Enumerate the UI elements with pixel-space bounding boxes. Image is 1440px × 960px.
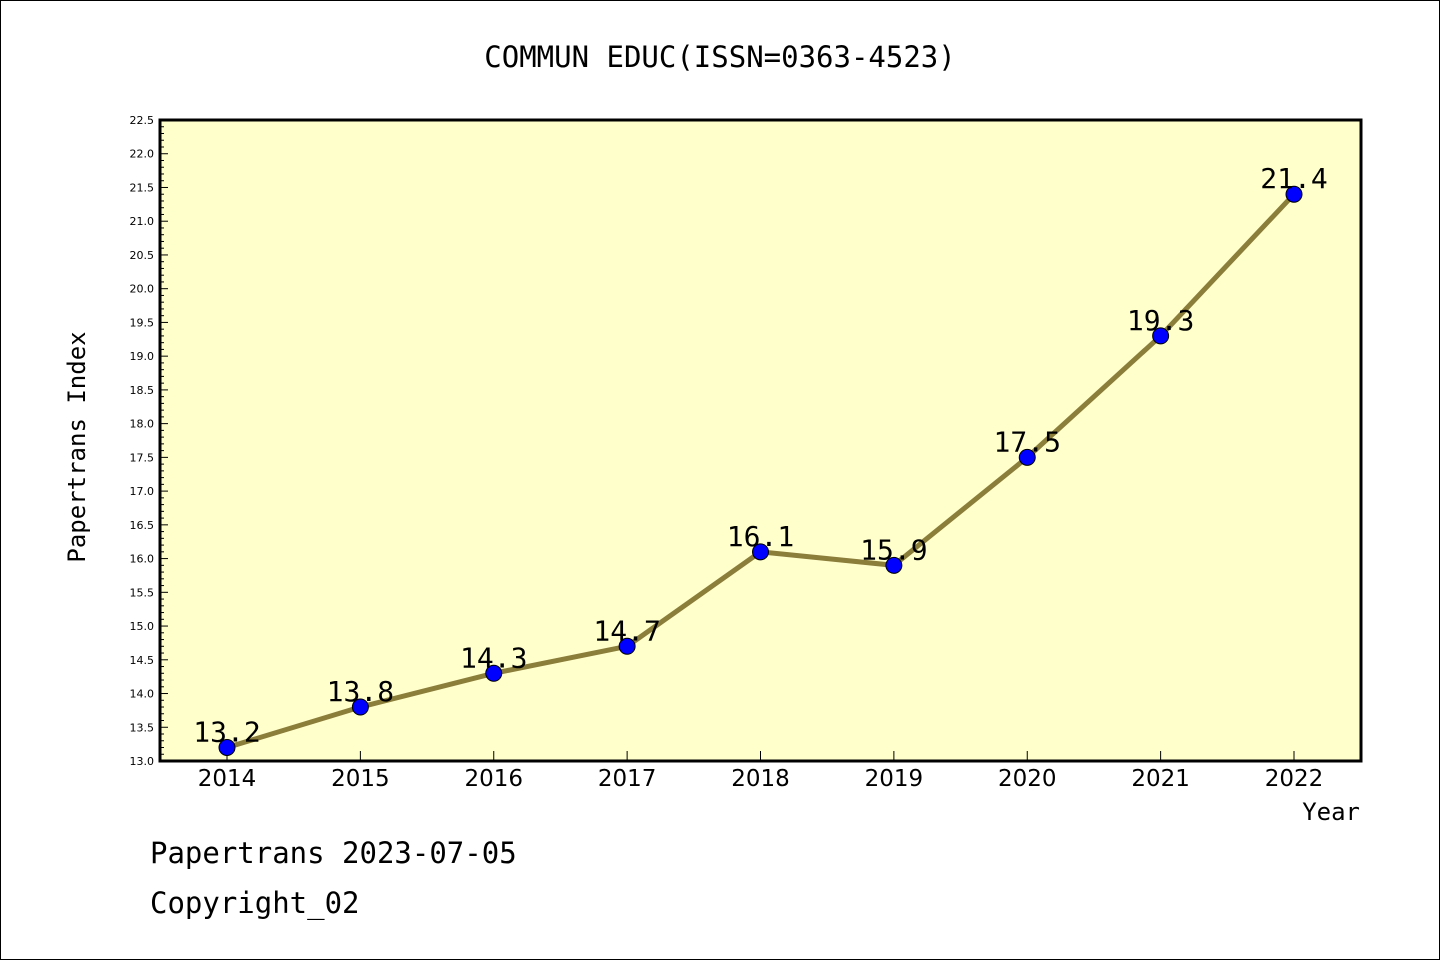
y-tick-label: 14.0 bbox=[130, 688, 155, 701]
y-tick-label: 13.5 bbox=[130, 721, 155, 734]
y-tick-label: 22.5 bbox=[130, 114, 155, 127]
x-tick-label: 2017 bbox=[598, 766, 657, 792]
x-tick-label: 2019 bbox=[865, 766, 924, 792]
y-tick-label: 18.5 bbox=[130, 384, 155, 397]
y-tick-label: 13.0 bbox=[130, 755, 155, 768]
data-label: 19.3 bbox=[1127, 304, 1194, 337]
plot-area bbox=[158, 118, 1363, 763]
data-point bbox=[752, 543, 769, 561]
x-tick-label: 2021 bbox=[1131, 766, 1190, 792]
data-label: 21.4 bbox=[1260, 162, 1327, 195]
y-tick-label: 19.5 bbox=[130, 316, 155, 329]
y-tick-label: 16.5 bbox=[130, 519, 155, 532]
footer-date-text: Papertrans 2023-07-05 bbox=[150, 836, 517, 870]
data-point bbox=[485, 664, 503, 682]
data-point bbox=[618, 637, 636, 655]
y-tick-label: 19.0 bbox=[130, 350, 155, 363]
y-tick-label: 20.5 bbox=[130, 249, 155, 262]
y-tick-label: 17.5 bbox=[130, 451, 155, 464]
y-axis: 13.0 13.5 14.0 14.5 15.0 15.5 16.0 16.5 17.0 17.5… bbox=[130, 114, 168, 768]
y-tick-label: 14.5 bbox=[130, 654, 155, 667]
x-tick-label: 2014 bbox=[198, 766, 257, 792]
x-tick-label: 2022 bbox=[1265, 766, 1324, 792]
x-tick-label: 2015 bbox=[331, 766, 390, 792]
y-tick-label: 17.0 bbox=[130, 485, 155, 498]
x-tick-label: 2020 bbox=[998, 766, 1057, 792]
data-label: 15.9 bbox=[860, 533, 927, 566]
data-point bbox=[351, 698, 369, 716]
x-axis: 2014 2015 2016 2017 2018 2019 2020 2021 2022 bbox=[198, 751, 1324, 792]
x-tick-label: 2016 bbox=[464, 766, 523, 792]
data-point bbox=[218, 739, 236, 757]
y-tick-label: 21.0 bbox=[130, 215, 155, 228]
data-label: 16.1 bbox=[727, 520, 794, 553]
y-tick-label: 15.0 bbox=[130, 620, 155, 633]
data-label: 14.3 bbox=[460, 641, 527, 674]
x-axis-label: Year bbox=[1302, 798, 1360, 826]
y-tick-label: 21.5 bbox=[130, 181, 155, 194]
x-tick-label: 2018 bbox=[731, 766, 790, 792]
series-markers bbox=[218, 185, 1303, 757]
y-axis-label: Papertrans Index bbox=[63, 331, 91, 562]
data-label: 17.5 bbox=[994, 425, 1061, 458]
data-label: 13.8 bbox=[327, 675, 394, 708]
data-label: 14.7 bbox=[593, 614, 660, 647]
data-point bbox=[1285, 185, 1303, 203]
y-tick-label: 15.5 bbox=[130, 586, 155, 599]
data-point bbox=[885, 556, 903, 574]
data-point bbox=[1152, 327, 1170, 345]
data-labels: 13.2 13.8 14.3 14.7 16.1 15.9 17.5 19.3 21.4 bbox=[193, 162, 1327, 748]
footer-copyright-text: Copyright_02 bbox=[150, 886, 360, 920]
data-point bbox=[1018, 448, 1036, 466]
chart-title: COMMUN EDUC(ISSN=0363-4523) bbox=[484, 40, 955, 74]
y-tick-label: 22.0 bbox=[130, 148, 155, 161]
y-tick-label: 18.0 bbox=[130, 418, 155, 431]
y-tick-label: 16.0 bbox=[130, 553, 155, 566]
data-label: 13.2 bbox=[193, 716, 260, 749]
y-tick-label: 20.0 bbox=[130, 283, 155, 296]
